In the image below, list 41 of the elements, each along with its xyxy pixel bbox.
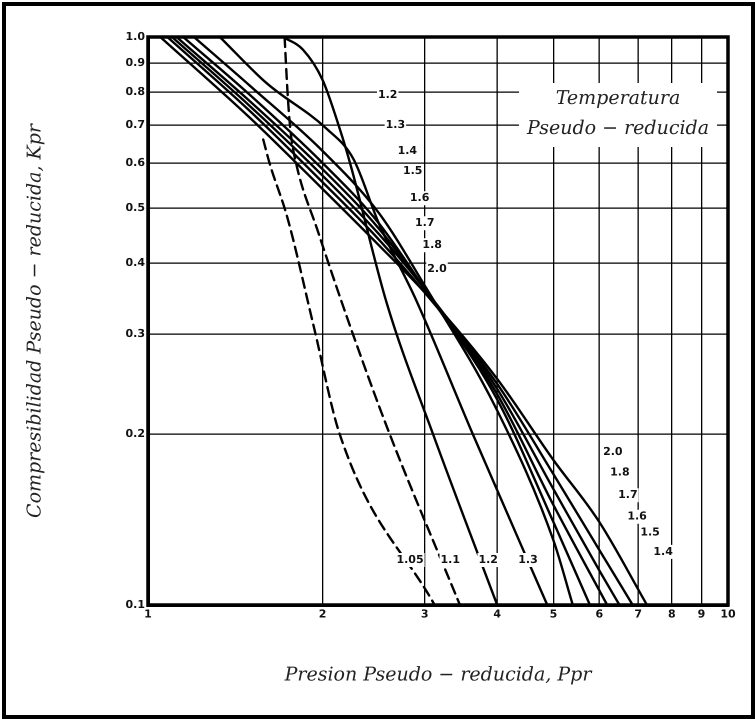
x-tick-label: 1 bbox=[144, 607, 152, 620]
x-tick-label: 7 bbox=[634, 607, 642, 620]
annotation: 1.7 bbox=[618, 488, 638, 502]
y-tick-label: 0.8 bbox=[126, 84, 145, 98]
annotation: 1.1 bbox=[440, 552, 460, 566]
x-axis-title: Presion Pseudo − reducida, Ppr bbox=[284, 664, 594, 686]
annotation: 1.8 bbox=[610, 466, 630, 479]
annotation: 1.3 bbox=[386, 118, 406, 131]
annotation: 1.4 bbox=[398, 144, 418, 157]
annotation: 2.0 bbox=[603, 444, 623, 458]
y-tick-label: 0.9 bbox=[126, 56, 145, 69]
x-tick-label: 3 bbox=[420, 607, 429, 620]
y-tick-label: 0.1 bbox=[126, 598, 145, 611]
y-tick-label: 0.6 bbox=[126, 156, 146, 169]
annotation: 1.5 bbox=[640, 526, 660, 539]
y-axis-title: Compresibilidad Pseudo − reducida, Kpr bbox=[23, 122, 46, 518]
x-tick-label: 4 bbox=[493, 607, 502, 620]
annotation: 1.4 bbox=[653, 544, 674, 558]
legend-title: Temperatura Pseudo − reducida bbox=[526, 86, 710, 139]
annotation: 1.05 bbox=[396, 552, 424, 566]
x-tick-label: 6 bbox=[596, 607, 604, 620]
x-tick-label: 2 bbox=[318, 607, 326, 620]
annotation: 1.8 bbox=[422, 238, 442, 252]
y-tick-label: 0.3 bbox=[126, 326, 145, 340]
annotation: 1.5 bbox=[402, 164, 422, 178]
y-tick-label: 0.7 bbox=[126, 118, 145, 131]
x-tick-label: 8 bbox=[668, 607, 676, 620]
annotation: 1.6 bbox=[627, 510, 648, 523]
x-tick-label: 10 bbox=[720, 607, 736, 620]
y-tick-label: 0.5 bbox=[126, 200, 145, 214]
x-tick-label: 5 bbox=[550, 607, 558, 620]
annotation: 1.3 bbox=[518, 552, 538, 566]
annotation: 1.6 bbox=[410, 191, 430, 204]
y-tick-label: 1.0 bbox=[126, 30, 146, 43]
y-tick-label: 0.2 bbox=[126, 426, 145, 440]
annotation: 1.2 bbox=[478, 552, 498, 566]
y-tick-label: 0.4 bbox=[126, 256, 146, 269]
annotation: 2.0 bbox=[427, 262, 448, 276]
annotation: 1.7 bbox=[414, 216, 434, 230]
annotation: 1.2 bbox=[378, 88, 398, 102]
x-tick-label: 9 bbox=[698, 607, 706, 620]
